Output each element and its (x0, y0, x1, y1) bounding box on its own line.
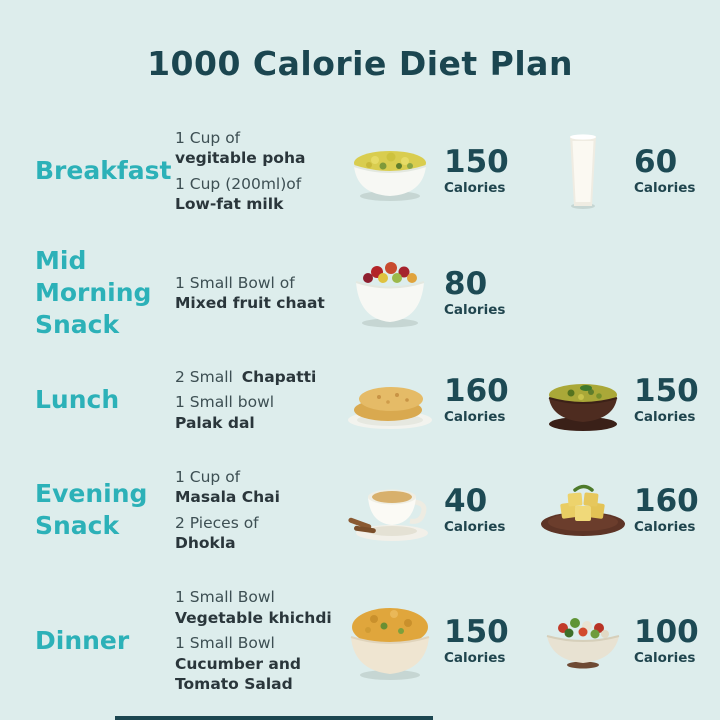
meal-row-lunch: Lunch 2 Small Chapatti 1 Small bowl Pala… (0, 348, 720, 452)
meal-row-breakfast: Breakfast 1 Cup of vegitable poha 1 Cup … (0, 112, 720, 230)
item-quantity: 1 Cup of (175, 467, 241, 486)
meal-row-dinner: Dinner 1 Small Bowl Vegetable khichdi 1 … (0, 570, 720, 712)
dhokla-plate-icon (535, 479, 630, 541)
calorie-block: 40 Calories (440, 482, 535, 535)
item-quantity: 1 Small Bowl of (175, 273, 295, 292)
item-quantity: 1 Small Bowl (175, 588, 275, 607)
calorie-value: 150 (634, 372, 699, 409)
fruit-chaat-bowl-icon (340, 255, 440, 331)
meal-item: 1 Cup of vegitable poha (175, 128, 340, 169)
meal-row-mid-morning-snack: Mid Morning Snack 1 Small Bowl of Mixed … (0, 236, 720, 350)
calorie-value: 160 (444, 372, 509, 409)
meal-item: 1 Small Bowl of Mixed fruit chaat (175, 273, 340, 314)
calorie-unit: Calories (634, 649, 696, 666)
calorie-unit: Calories (444, 301, 506, 318)
item-food-name: Cucumber and Tomato Salad (175, 654, 302, 694)
item-quantity: 1 Cup of (175, 128, 241, 147)
calorie-block: 150 Calories (630, 372, 720, 425)
meal-description: 1 Small Bowl Vegetable khichdi 1 Small B… (175, 582, 340, 699)
item-food-name: Vegetable khichdi (175, 608, 332, 627)
meal-item: 1 Cup of Masala Chai (175, 467, 340, 508)
calorie-block: 60 Calories (630, 143, 720, 196)
palak-dal-bowl-icon (535, 367, 630, 433)
item-quantity: 1 Small Bowl (175, 634, 275, 653)
calorie-value: 100 (634, 613, 699, 650)
meal-description: 1 Cup of vegitable poha 1 Cup (200ml)of … (175, 123, 340, 220)
item-quantity: 2 Small (175, 367, 233, 386)
calorie-value: 80 (444, 265, 488, 302)
calorie-value: 160 (634, 482, 699, 519)
item-food-name: Mixed fruit chaat (175, 294, 325, 312)
poha-bowl-icon (340, 136, 440, 206)
meal-label-breakfast: Breakfast (35, 156, 172, 185)
item-food-name: Masala Chai (175, 488, 280, 507)
item-quantity: 1 Small bowl (175, 393, 275, 412)
calorie-value: 40 (444, 482, 488, 519)
bottom-bar (115, 716, 433, 720)
item-food-name: vegitable poha (175, 149, 306, 168)
milk-glass-icon (535, 132, 630, 210)
meal-item: 1 Cup (200ml)of Low-fat milk (175, 174, 340, 215)
calorie-value: 150 (444, 613, 509, 650)
meal-label-lunch: Lunch (35, 385, 120, 414)
salad-bowl-icon (535, 610, 630, 672)
meal-description: 1 Small Bowl of Mixed fruit chaat (175, 268, 340, 319)
calorie-value: 150 (444, 143, 509, 180)
item-food-name: Chapatti (241, 367, 317, 386)
calorie-block: 150 Calories (440, 613, 535, 666)
khichdi-bowl-icon (340, 600, 440, 682)
meal-description: 2 Small Chapatti 1 Small bowl Palak dal (175, 362, 340, 438)
calorie-unit: Calories (444, 649, 506, 666)
calorie-unit: Calories (444, 518, 506, 535)
calorie-unit: Calories (444, 179, 506, 196)
calorie-block: 80 Calories (440, 265, 535, 318)
calorie-block: 150 Calories (440, 143, 535, 196)
calorie-unit: Calories (634, 408, 696, 425)
meal-item: 2 Pieces of Dhokla (175, 513, 340, 554)
calorie-block: 160 Calories (440, 372, 535, 425)
item-food-name: Palak dal (175, 413, 255, 432)
item-food-name: Dhokla (175, 533, 236, 552)
calorie-value: 60 (634, 143, 678, 180)
meal-label-dinner: Dinner (35, 626, 130, 655)
meal-item: 1 Small Bowl Cucumber and Tomato Salad (175, 633, 340, 694)
item-quantity: 2 Pieces of (175, 513, 259, 532)
meal-label-mid-morning-snack: Mid Morning Snack (35, 246, 152, 339)
meal-description: 1 Cup of Masala Chai 2 Pieces of Dhokla (175, 462, 340, 559)
meal-label-evening-snack: Evening Snack (35, 479, 148, 540)
meal-row-evening-snack: Evening Snack 1 Cup of Masala Chai 2 Pie… (0, 452, 720, 568)
meal-item: 1 Small Bowl Vegetable khichdi (175, 587, 340, 628)
meal-item: 1 Small bowl Palak dal (175, 392, 340, 433)
masala-chai-cup-icon (340, 475, 440, 545)
item-quantity: 1 Cup (200ml)of (175, 174, 302, 193)
item-food-name: Low-fat milk (175, 194, 284, 213)
meal-item: 2 Small Chapatti (175, 367, 340, 387)
calorie-unit: Calories (634, 518, 696, 535)
calorie-unit: Calories (634, 179, 696, 196)
page-title: 1000 Calorie Diet Plan (147, 44, 573, 83)
chapatti-plate-icon (340, 368, 440, 432)
calorie-block: 100 Calories (630, 613, 720, 666)
calorie-block: 160 Calories (630, 482, 720, 535)
calorie-unit: Calories (444, 408, 506, 425)
